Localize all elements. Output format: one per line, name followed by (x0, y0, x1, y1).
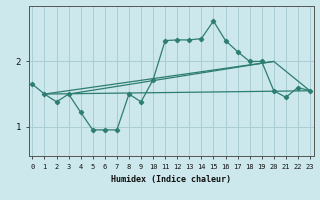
X-axis label: Humidex (Indice chaleur): Humidex (Indice chaleur) (111, 175, 231, 184)
